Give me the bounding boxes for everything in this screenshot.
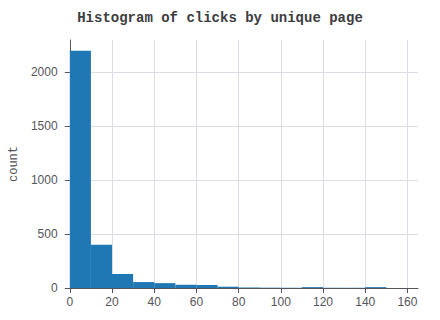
svg-text:Histogram of clicks by unique: Histogram of clicks by unique page [77,10,363,26]
svg-text:140: 140 [355,295,375,309]
svg-text:100: 100 [271,295,291,309]
svg-text:80: 80 [232,295,246,309]
svg-text:1000: 1000 [31,173,58,187]
svg-text:120: 120 [313,295,333,309]
svg-text:0: 0 [66,295,73,309]
svg-text:500: 500 [38,227,58,241]
svg-text:2000: 2000 [31,65,58,79]
svg-text:60: 60 [190,295,204,309]
svg-text:40: 40 [148,295,162,309]
svg-text:count: count [7,146,21,182]
svg-text:1500: 1500 [31,119,58,133]
svg-text:0: 0 [51,281,58,295]
svg-text:20: 20 [105,295,119,309]
svg-text:160: 160 [397,295,417,309]
